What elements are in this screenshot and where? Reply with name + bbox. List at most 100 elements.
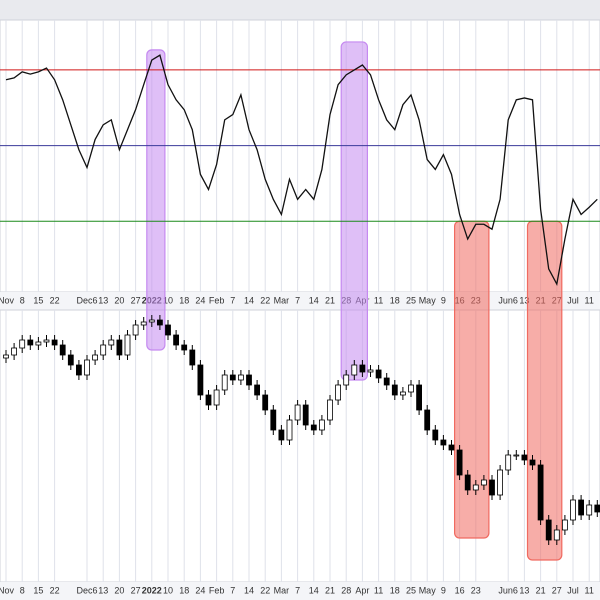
candle-body (286, 419, 293, 441)
candle-body (27, 339, 34, 346)
x-tick-label: Jun6 (498, 295, 518, 305)
x-tick-label: 27 (131, 585, 141, 595)
x-tick-label: Jun6 (498, 585, 518, 595)
x-tick-label: Jul (567, 295, 579, 305)
x-tick-label: 13 (519, 585, 529, 595)
candle-body (19, 339, 26, 349)
x-tick-label: 15 (33, 585, 43, 595)
candle-body (497, 469, 504, 496)
candle-body (3, 354, 9, 359)
candle-body (237, 374, 244, 381)
candle-body (189, 349, 196, 366)
x-tick-label: 21 (536, 585, 546, 595)
candle-body (310, 424, 317, 431)
x-tick-label: 24 (195, 585, 205, 595)
x-tick-label: 25 (406, 295, 416, 305)
x-tick-label: 21 (325, 585, 335, 595)
x-tick-label: 21 (325, 295, 335, 305)
bottom-axis-row (0, 582, 600, 600)
candle-body (59, 344, 66, 356)
candle-body (35, 341, 42, 346)
x-tick-label: 10 (163, 585, 173, 595)
candle-body (254, 384, 261, 396)
candle-body (278, 429, 285, 441)
candle-body (464, 474, 471, 491)
candle-body (197, 364, 204, 396)
candle-body (43, 339, 50, 343)
x-tick-label: 13 (519, 295, 529, 305)
candle-body (489, 479, 495, 496)
x-tick-label: Feb (209, 295, 225, 305)
candle-body (116, 339, 123, 356)
x-tick-label: 14 (309, 295, 319, 305)
x-tick-label: 18 (390, 585, 400, 595)
x-tick-label: May (419, 295, 437, 305)
x-tick-label: 25 (406, 585, 416, 595)
x-tick-label: 23 (471, 585, 481, 595)
x-tick-label: Nov (0, 295, 14, 305)
x-tick-label: 28 (341, 585, 351, 595)
x-tick-label: 18 (179, 585, 189, 595)
candle-body (84, 359, 90, 376)
x-tick-label: 13 (98, 295, 108, 305)
candle-body (594, 504, 600, 513)
x-tick-label: 7 (295, 295, 300, 305)
x-tick-label: 9 (441, 295, 446, 305)
candle-body (246, 374, 252, 386)
header-strip (0, 0, 600, 20)
candle-body (578, 499, 584, 516)
highlight (526, 220, 563, 561)
x-tick-label: 20 (114, 295, 124, 305)
x-tick-label: 7 (295, 585, 300, 595)
candle-body (213, 389, 220, 406)
candle-body (351, 364, 358, 376)
x-tick-label: Feb (209, 585, 225, 595)
candle-body (537, 464, 544, 521)
x-tick-label: 13 (98, 585, 108, 595)
x-tick-label: 18 (390, 295, 400, 305)
candle-body (529, 459, 536, 466)
candle-body (416, 384, 423, 411)
candle-body (229, 374, 236, 381)
candle-body (562, 519, 568, 531)
x-tick-label: 9 (441, 585, 446, 595)
candle-body (270, 409, 277, 431)
highlight (340, 41, 369, 381)
candle-body (124, 334, 131, 356)
candle-body (432, 429, 439, 441)
candle-body (148, 319, 155, 323)
candle-body (440, 439, 447, 446)
x-tick-label: 14 (244, 585, 254, 595)
x-tick-label: 20 (114, 585, 124, 595)
x-tick-label: 14 (309, 585, 319, 595)
candle-body (472, 484, 479, 491)
candle-body (424, 409, 431, 431)
candle-body (521, 454, 528, 461)
candle-body (76, 364, 82, 376)
x-tick-label: Apr (355, 585, 369, 595)
bottom-panel (0, 309, 600, 583)
x-tick-label: 27 (131, 295, 141, 305)
candle-body (327, 399, 333, 421)
candle-body (391, 384, 398, 396)
x-tick-label: 18 (179, 295, 189, 305)
x-tick-label: 14 (244, 295, 254, 305)
candle-body (181, 344, 188, 351)
x-tick-label: 15 (33, 295, 43, 305)
candle-body (456, 449, 463, 476)
candle-body (586, 504, 593, 516)
x-tick-label: 8 (20, 295, 25, 305)
candle-body (108, 339, 115, 346)
x-tick-label: 2022 (142, 585, 162, 595)
candle-body (343, 374, 350, 386)
candle-body (173, 334, 180, 346)
x-tick-label: 16 (455, 585, 465, 595)
candle-body (67, 354, 74, 366)
x-tick-label: Jul (567, 585, 579, 595)
candle-body (140, 321, 147, 326)
candle-body (318, 419, 325, 431)
x-tick-label: 11 (374, 585, 383, 595)
candle-body (51, 339, 58, 346)
highlight (454, 220, 490, 539)
